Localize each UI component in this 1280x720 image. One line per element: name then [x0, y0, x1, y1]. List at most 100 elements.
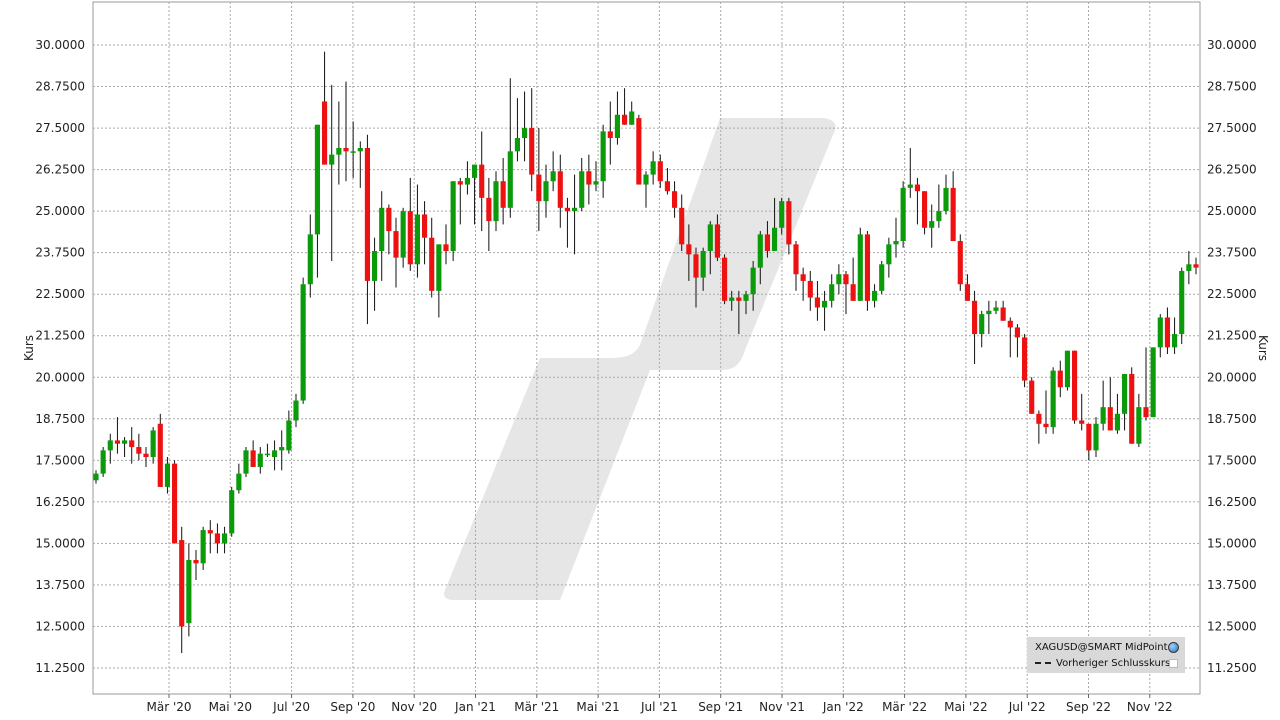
candle-body-down [479, 164, 485, 198]
candle-body-down [1007, 320, 1013, 328]
y-tick-label-right: 25.0000 [1207, 204, 1257, 218]
x-tick-label: Mär '22 [882, 700, 927, 714]
candle-body-down [457, 181, 463, 185]
candle-body-up [907, 184, 913, 188]
y-tick-label-right: 15.0000 [1207, 536, 1257, 550]
candle-body-up [979, 314, 985, 335]
candle-body-up [893, 241, 899, 245]
candle-body-up [436, 244, 442, 291]
candle-body-up [472, 164, 478, 178]
candle-body-up [264, 453, 270, 456]
candle-body-up [272, 450, 278, 458]
x-tick-label: Sep '20 [330, 700, 375, 714]
candle-body-down [786, 201, 792, 245]
candle-body-up [314, 124, 320, 235]
candle-body-up [307, 234, 313, 285]
candle-body-down [722, 257, 728, 301]
candle-body-down [143, 453, 149, 458]
candle-body-up [1150, 347, 1156, 418]
candle-body-up [750, 267, 756, 295]
candle-body-down [1057, 370, 1063, 388]
candle-body-up [936, 211, 942, 222]
x-tick-label: Jan '21 [454, 700, 496, 714]
candle-body-up [757, 234, 763, 268]
candle-body-down [864, 234, 870, 301]
candle-body-up [279, 447, 285, 451]
candle-body-up [822, 300, 828, 308]
y-tick-label-left: 27.5000 [35, 121, 85, 135]
candle-body-down [1000, 307, 1006, 321]
candle-body-up [1186, 264, 1192, 271]
y-axis-title-right: Kurs [1256, 335, 1270, 361]
y-tick-label-right: 11.2500 [1207, 661, 1257, 675]
candle-body-down [814, 297, 820, 308]
candle-body-up [543, 181, 549, 202]
x-tick-label: Jul '20 [272, 700, 310, 714]
candle-body-up [186, 560, 192, 624]
candle-body-up [522, 128, 528, 139]
candle-body-down [850, 284, 856, 301]
candle-body-up [400, 211, 406, 258]
candle-body-up [222, 533, 228, 544]
candle-body-up [1064, 350, 1070, 388]
candle-body-up [1172, 334, 1178, 348]
candle-body-down [114, 440, 120, 444]
candle-body-up [643, 174, 649, 185]
candle-body-up [1114, 413, 1120, 431]
candle-body-up [300, 284, 306, 401]
x-tick-label: Nov '22 [1127, 700, 1173, 714]
x-tick-label: Jul '21 [640, 700, 678, 714]
candle-body-down [793, 244, 799, 275]
candle-body-up [700, 251, 706, 278]
candle-body-up [514, 138, 520, 152]
legend-symbol-label: XAGUSD@SMART MidPoint [1035, 642, 1168, 653]
candle-body-down [1079, 420, 1085, 424]
candle-body-up [600, 131, 606, 182]
candle-body-up [357, 148, 363, 152]
candle-body-up [379, 207, 385, 252]
candle-body-up [100, 450, 106, 474]
candle-body-up [150, 430, 156, 458]
candle-body-down [214, 533, 220, 544]
x-tick-label: Mai '22 [944, 700, 987, 714]
candle-body-down [843, 274, 849, 285]
candle-body-up [164, 463, 170, 487]
x-tick-label: Nov '20 [391, 700, 437, 714]
candle-body-down [207, 530, 213, 534]
candle-body-down [129, 440, 135, 448]
candle-body-up [707, 224, 713, 252]
candle-body-up [886, 244, 892, 265]
x-tick-label: Jan '22 [822, 700, 864, 714]
y-tick-label-right: 26.2500 [1207, 163, 1257, 177]
x-tick-label: Sep '22 [1066, 700, 1111, 714]
candle-body-down [1029, 380, 1035, 414]
globe-icon[interactable] [1168, 642, 1179, 653]
candle-body-down [1014, 327, 1020, 338]
candle-body-up [593, 181, 599, 185]
candle-body-down [736, 297, 742, 301]
y-tick-label-right: 30.0000 [1207, 38, 1257, 52]
y-tick-label-right: 17.5000 [1207, 453, 1257, 467]
y-tick-label-right: 22.5000 [1207, 287, 1257, 301]
y-tick-label-left: 30.0000 [35, 38, 85, 52]
x-tick-label: Mai '20 [209, 700, 252, 714]
checkbox-icon[interactable] [1169, 659, 1178, 668]
candle-body-up [107, 440, 113, 451]
y-tick-label-left: 25.0000 [35, 204, 85, 218]
candle-body-down [636, 118, 642, 185]
candle-body-down [679, 207, 685, 245]
candle-body-down [807, 280, 813, 298]
candle-body-down [1086, 423, 1092, 451]
candle-body-down [422, 214, 428, 238]
candle-body-up [1093, 423, 1099, 451]
candle-body-up [743, 294, 749, 301]
candle-body-down [364, 148, 370, 281]
x-tick-label: Mär '21 [514, 700, 559, 714]
y-tick-label-left: 26.2500 [35, 163, 85, 177]
y-tick-label-left: 12.5000 [35, 619, 85, 633]
candle-body-up [614, 114, 620, 139]
candle-body-up [993, 307, 999, 311]
candle-body-down [1193, 264, 1199, 268]
candle-body-down [564, 207, 570, 212]
dashed-line-icon [1035, 662, 1051, 664]
